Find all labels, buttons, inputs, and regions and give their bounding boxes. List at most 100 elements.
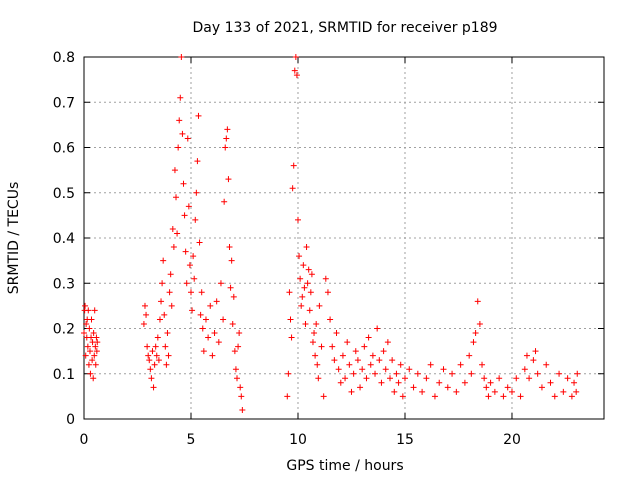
data-point [285,370,292,377]
data-point [309,339,316,346]
data-point [155,357,162,364]
data-point [239,406,246,413]
data-point [168,302,175,309]
data-point [348,388,355,395]
data-point [92,343,99,350]
data-point [301,284,308,291]
data-point [474,298,481,305]
data-point [234,375,241,382]
data-point [359,366,366,373]
data-point [523,352,530,359]
data-point [389,357,396,364]
data-points [81,54,581,413]
data-point [293,72,300,79]
data-point [83,320,90,327]
data-point [449,370,456,377]
data-point [468,370,475,377]
y-tick-label: 0.4 [53,231,75,247]
data-point [193,189,200,196]
data-point [397,361,404,368]
data-point [145,352,152,359]
data-point [85,307,92,314]
data-point [496,375,503,382]
x-tick-label: 20 [503,432,521,448]
data-point [305,266,312,273]
data-point [532,348,539,355]
data-point [179,130,186,137]
y-tick-label: 0.8 [53,50,75,66]
data-point [225,176,232,183]
data-point [166,289,173,296]
data-point [173,194,180,201]
data-point [573,388,580,395]
data-point [191,275,198,282]
data-point [440,366,447,373]
data-point [303,244,310,251]
data-point [431,393,438,400]
data-point [367,361,374,368]
data-point [354,357,361,364]
data-point [294,216,301,223]
data-point [154,334,161,341]
data-point [235,343,242,350]
data-point [147,366,154,373]
x-tick-label: 5 [187,432,196,448]
data-point [189,307,196,314]
data-point [194,158,201,165]
data-point [485,393,492,400]
data-point [176,117,183,124]
data-point [85,361,92,368]
data-point [156,316,163,323]
data-point [149,348,156,355]
data-point [180,180,187,187]
data-point [195,112,202,119]
data-point [229,320,236,327]
data-point [571,379,578,386]
data-point [199,325,206,332]
data-point [316,302,323,309]
data-point [331,357,338,364]
data-point [530,357,537,364]
data-point [436,379,443,386]
data-point [393,370,400,377]
data-point [508,388,515,395]
data-point [299,293,306,300]
data-point [226,244,233,251]
data-point [151,361,158,368]
data-point [211,330,218,337]
data-point [140,320,147,327]
data-point [352,348,359,355]
data-point [164,330,171,337]
data-point [526,375,533,382]
data-point [159,280,166,287]
data-point [560,388,567,395]
data-point [88,334,95,341]
data-point [202,316,209,323]
data-point [313,320,320,327]
data-point [231,348,238,355]
data-point [324,289,331,296]
data-point [236,330,243,337]
data-point [290,162,297,169]
data-point [521,366,528,373]
data-point [300,262,307,269]
data-point [365,334,372,341]
data-point [337,379,344,386]
data-point [298,302,305,309]
data-point [153,352,160,359]
data-point [227,284,234,291]
data-point [391,388,398,395]
data-point [344,339,351,346]
data-point [90,375,97,382]
data-point [185,203,192,210]
data-point [143,311,150,318]
data-point [144,343,151,350]
data-point [93,348,100,355]
data-point [163,361,170,368]
data-point [209,352,216,359]
data-point [162,343,169,350]
data-point [384,339,391,346]
data-point [363,375,370,382]
data-point [534,370,541,377]
